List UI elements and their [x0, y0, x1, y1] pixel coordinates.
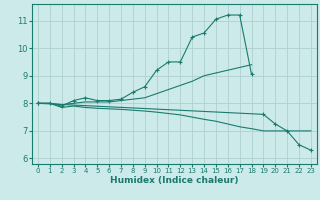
X-axis label: Humidex (Indice chaleur): Humidex (Indice chaleur): [110, 176, 239, 185]
